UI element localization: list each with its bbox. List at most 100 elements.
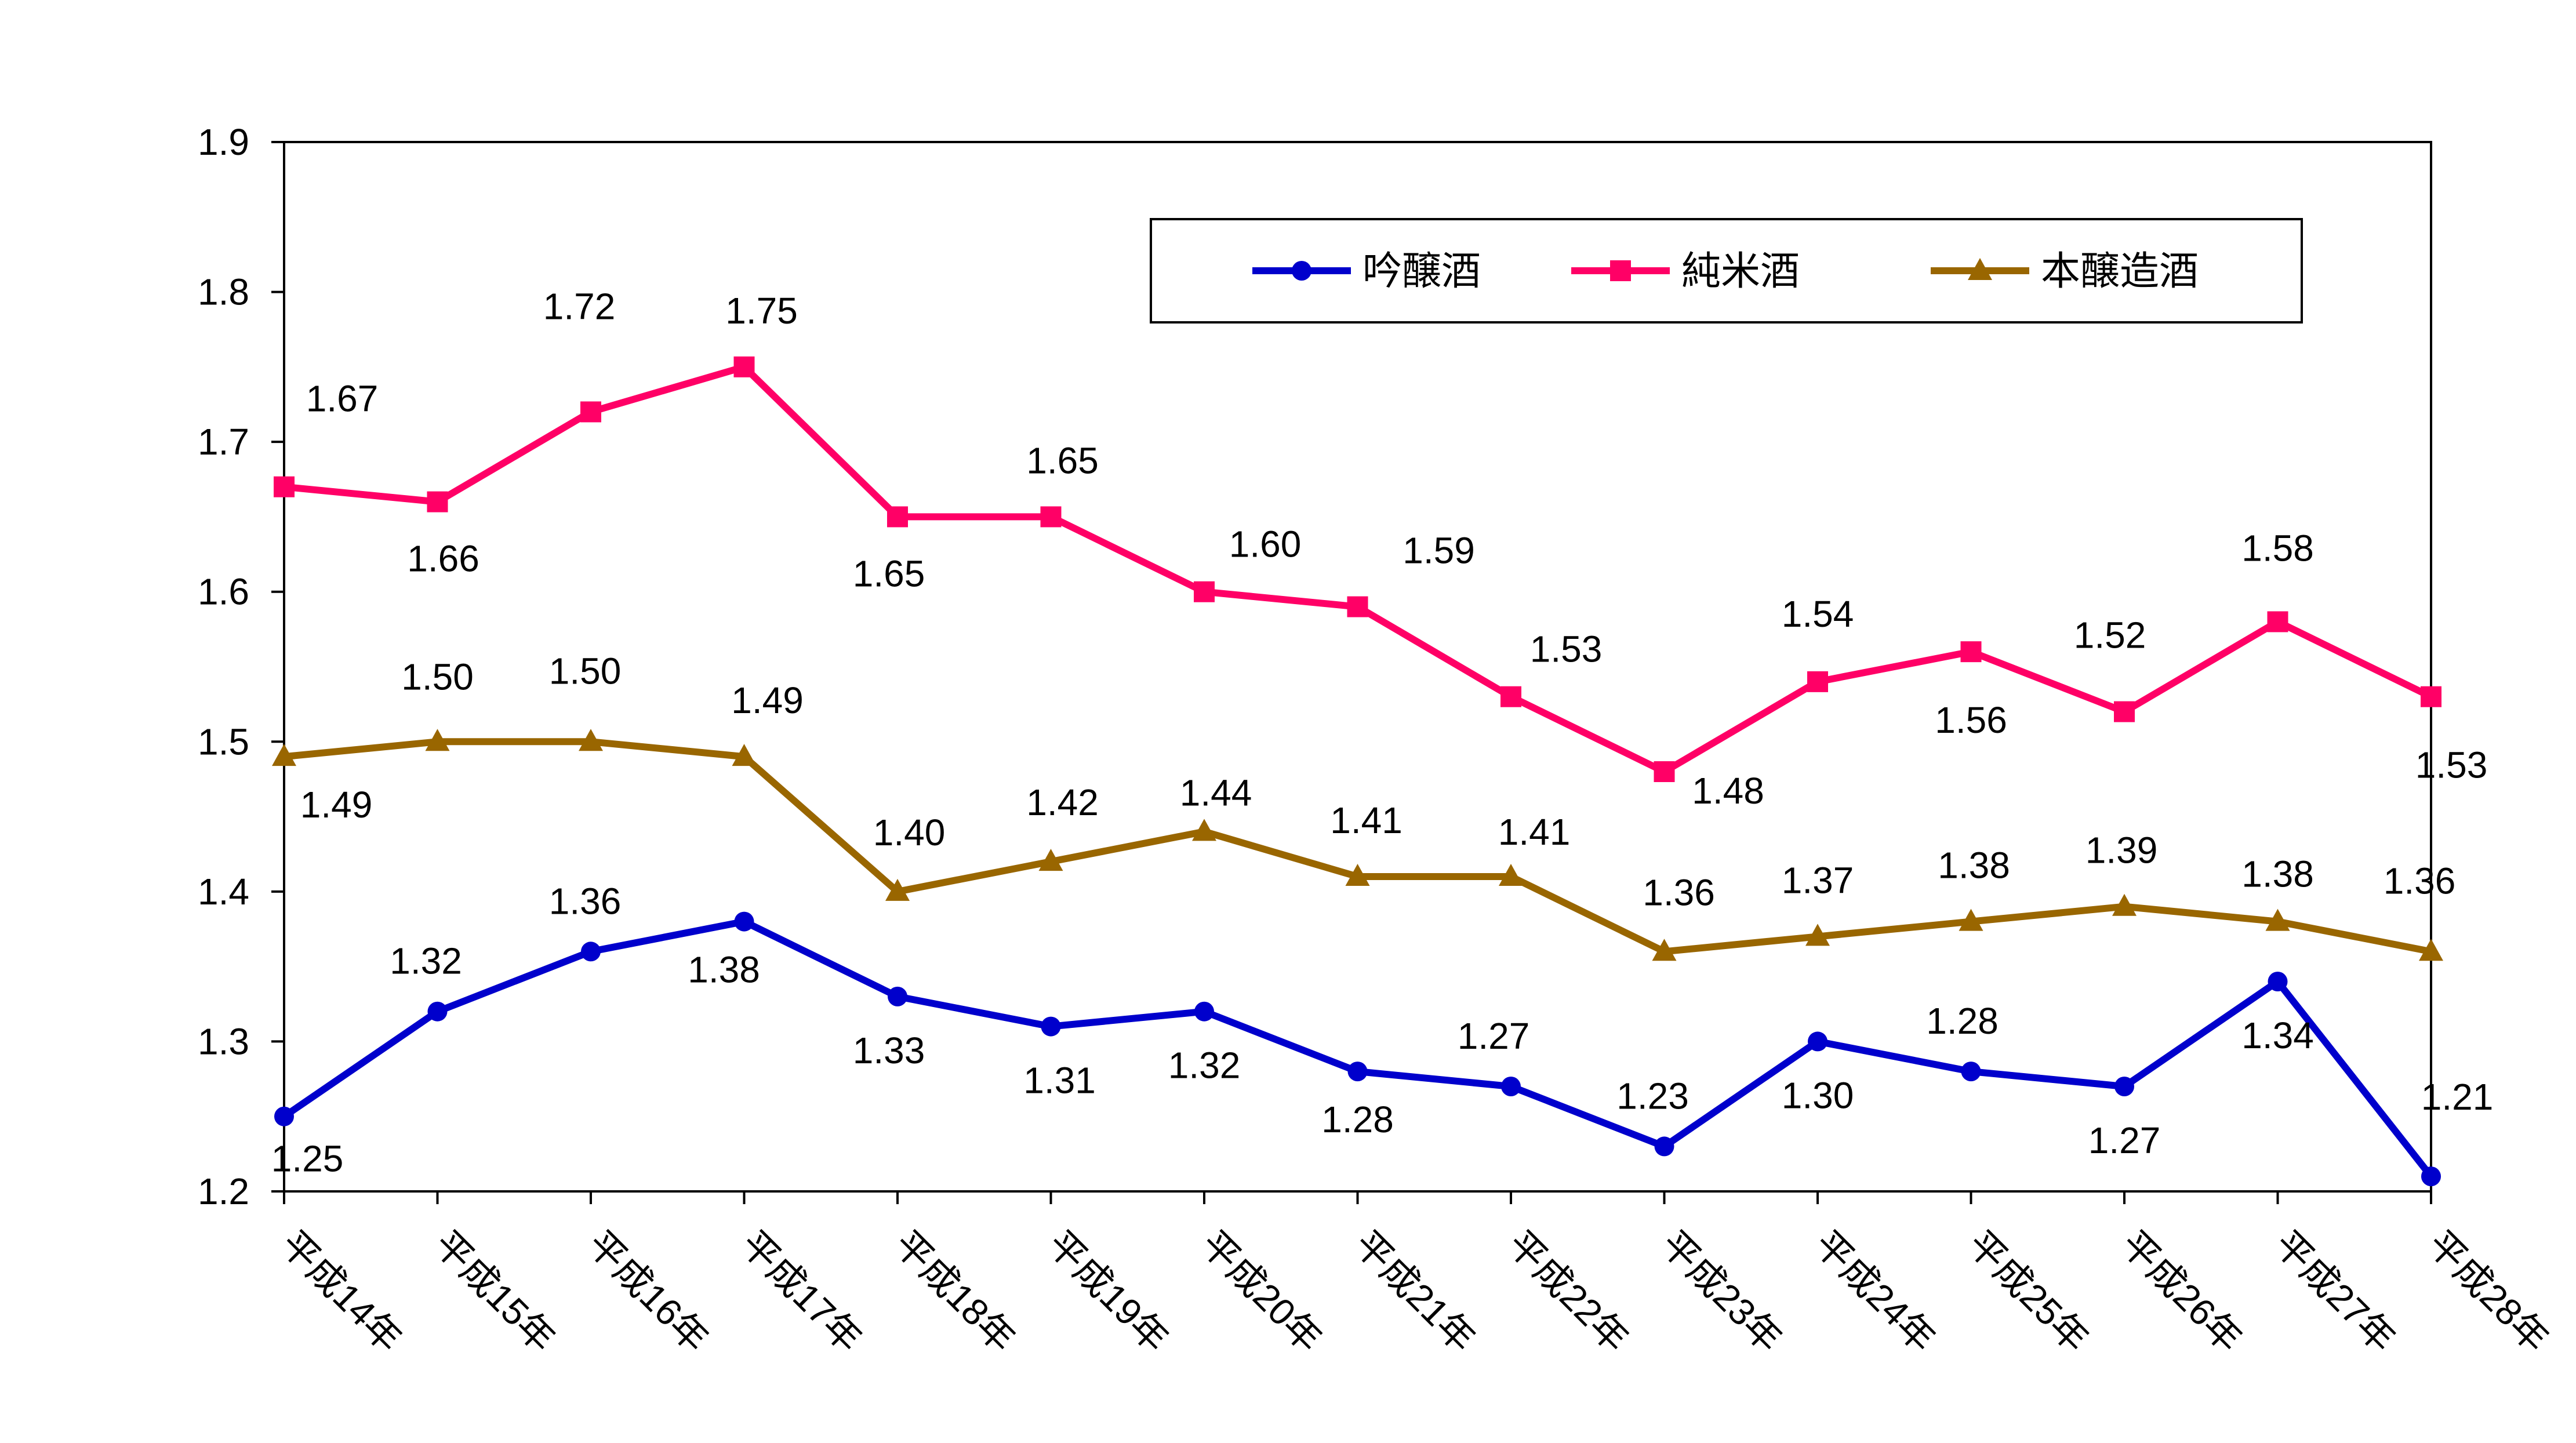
- data-label: 1.65: [853, 553, 925, 594]
- data-point: [579, 729, 603, 751]
- x-tick-label: 平成24年: [1806, 1223, 1943, 1360]
- data-point: [2419, 939, 2443, 961]
- y-tick-label: 1.4: [198, 871, 249, 913]
- data-point: [885, 878, 910, 901]
- legend: 吟醸酒 純米酒 本醸造酒: [1150, 218, 2303, 324]
- data-point: [1347, 1062, 1368, 1082]
- data-label: 1.40: [873, 812, 946, 853]
- data-label: 1.59: [1403, 530, 1475, 572]
- data-label: 1.27: [1458, 1015, 1530, 1057]
- data-point: [1805, 924, 1830, 946]
- x-tick-label: 平成27年: [2266, 1223, 2404, 1360]
- data-point: [1041, 1016, 1061, 1037]
- data-point: [1345, 864, 1370, 886]
- x-tick-label: 平成20年: [1193, 1223, 1330, 1360]
- series-1: 1.25 1.32 1.36 1.38 1.33 1.31 1.32 1.28 1.27 1.23…: [271, 880, 2494, 1187]
- x-tick-label: 平成26年: [2113, 1223, 2250, 1360]
- data-point: [274, 1106, 294, 1126]
- data-point: [425, 729, 450, 751]
- x-tick-label: 平成22年: [1499, 1223, 1637, 1360]
- data-label: 1.42: [1026, 782, 1099, 823]
- data-label: 1.41: [1330, 799, 1403, 841]
- y-tick-label: 1.9: [198, 121, 249, 163]
- data-label: 1.75: [725, 290, 798, 332]
- data-point: [734, 911, 754, 932]
- data-label: 1.32: [1168, 1045, 1241, 1086]
- data-point: [1194, 581, 1215, 602]
- data-label: 1.48: [1692, 770, 1764, 812]
- data-point: [2265, 908, 2290, 931]
- data-label: 1.34: [2241, 1015, 2314, 1056]
- data-label: 1.25: [271, 1138, 344, 1180]
- data-label: 1.50: [401, 656, 474, 697]
- data-label: 1.36: [549, 880, 622, 922]
- data-label: 1.44: [1180, 772, 1252, 813]
- legend-item-2: 純米酒: [1571, 249, 1800, 295]
- x-tick-label: 平成28年: [2419, 1223, 2557, 1360]
- data-point: [1654, 761, 1675, 782]
- data-label: 1.38: [2241, 853, 2314, 895]
- data-label: 1.30: [1782, 1074, 1854, 1116]
- data-point: [1500, 686, 1521, 707]
- data-label: 1.36: [2384, 860, 2456, 902]
- data-label: 1.50: [549, 650, 622, 692]
- data-point: [1347, 596, 1368, 617]
- y-tick-label: 1.2: [198, 1171, 249, 1212]
- data-point: [2267, 611, 2288, 633]
- data-point: [2421, 686, 2441, 707]
- data-label: 1.67: [306, 378, 379, 420]
- data-label: 1.23: [1616, 1075, 1689, 1117]
- data-label: 1.56: [1935, 699, 2007, 741]
- data-label: 1.38: [1938, 845, 2010, 886]
- legend-item-3: 本醸造酒: [1931, 249, 2199, 295]
- legend-marker: [1968, 258, 1992, 280]
- x-tick-label: 平成18年: [886, 1223, 1023, 1360]
- data-label: 1.54: [1782, 593, 1854, 635]
- data-point: [1654, 1136, 1674, 1157]
- data-point: [580, 401, 601, 423]
- series-3: 1.49 1.50 1.50 1.49 1.40 1.42 1.44 1.41 1.41 1.36…: [272, 650, 2455, 961]
- data-point: [2268, 972, 2288, 991]
- y-tick-label: 1.8: [198, 271, 249, 313]
- y-tick-label: 1.3: [198, 1020, 249, 1062]
- data-label: 1.72: [543, 285, 616, 327]
- data-label: 1.41: [1498, 811, 1571, 853]
- data-point: [274, 476, 295, 497]
- x-tick-label: 平成16年: [579, 1223, 717, 1360]
- data-label: 1.37: [1782, 859, 1854, 901]
- data-label: 1.60: [1229, 524, 1302, 565]
- y-tick-label: 1.5: [198, 721, 249, 762]
- data-label: 1.21: [2421, 1076, 2494, 1118]
- x-tick-label: 平成14年: [273, 1223, 410, 1360]
- data-label: 1.28: [1321, 1099, 1394, 1140]
- data-point: [2421, 1166, 2441, 1187]
- data-label: 1.27: [2088, 1119, 2161, 1161]
- data-point: [1194, 1001, 1214, 1022]
- data-label: 1.49: [300, 784, 373, 826]
- data-point: [1959, 908, 1983, 931]
- legend-marker: [1610, 260, 1631, 281]
- data-point: [1961, 1062, 1981, 1082]
- data-point: [1807, 671, 1828, 692]
- data-label: 1.52: [2074, 615, 2146, 656]
- data-point: [1499, 864, 1523, 886]
- data-point: [1501, 1077, 1521, 1096]
- data-label: 1.58: [2241, 527, 2314, 569]
- data-point: [427, 491, 448, 512]
- data-point: [887, 506, 908, 528]
- data-point: [733, 356, 755, 377]
- data-point: [1192, 819, 1216, 841]
- data-label: 1.53: [1530, 628, 1603, 670]
- legend-label: 本醸造酒: [2041, 249, 2199, 295]
- data-point: [2114, 1077, 2134, 1096]
- data-point: [581, 942, 601, 962]
- series-layer: 1.25 1.32 1.36 1.38 1.33 1.31 1.32 1.28 1.27 1.23…: [271, 285, 2494, 1187]
- x-tick-label: 平成21年: [1346, 1223, 1484, 1360]
- legend-item-1: 吟醸酒: [1252, 249, 1481, 295]
- data-label: 1.49: [731, 679, 804, 721]
- data-label: 1.32: [390, 940, 462, 982]
- data-label: 1.28: [1926, 1000, 1999, 1042]
- y-tick-label: 1.7: [198, 421, 249, 463]
- data-point: [1038, 849, 1063, 871]
